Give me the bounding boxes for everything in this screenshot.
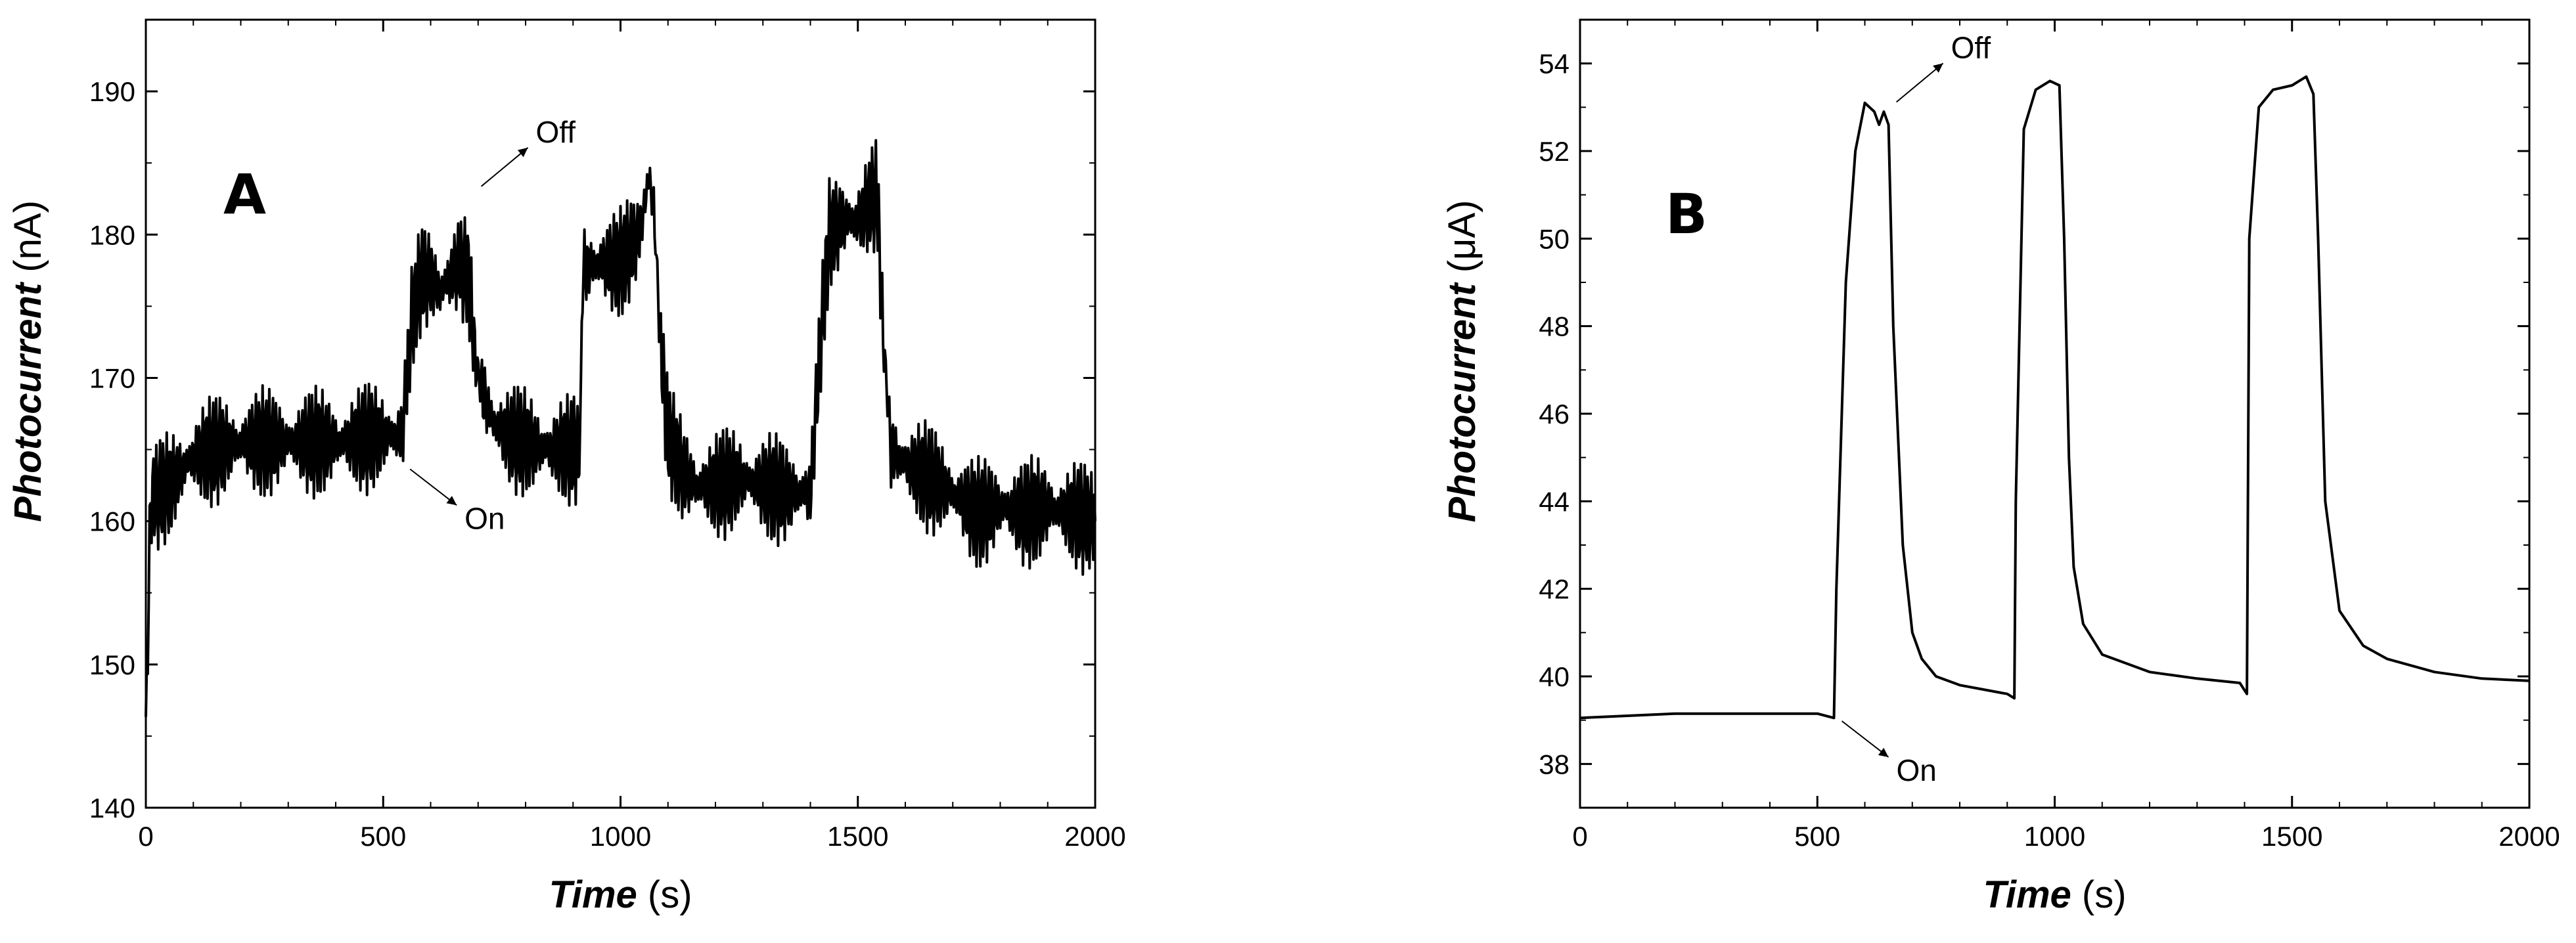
x-tick-label: 500 bbox=[360, 821, 406, 852]
x-axis-title-main: Time bbox=[1983, 873, 2071, 916]
plot-frame bbox=[1579, 18, 2531, 809]
annotation-arrow-line bbox=[409, 468, 457, 506]
y-tick-label: 180 bbox=[89, 219, 135, 250]
x-axis-title-main: Time bbox=[549, 873, 637, 916]
annotation-off: Off bbox=[1951, 30, 1991, 64]
photocurrent-series-line bbox=[1579, 75, 2530, 720]
x-axis-title: Time (s) bbox=[549, 873, 692, 916]
x-axis-title: Time (s) bbox=[1983, 873, 2126, 916]
annotation-arrow-line bbox=[1895, 62, 1944, 103]
y-axis-title: Photocurrent (μA) bbox=[1441, 200, 1483, 523]
annotation-on: On bbox=[1897, 753, 1937, 787]
x-tick-label: 1500 bbox=[827, 821, 888, 852]
panel-label: B bbox=[1665, 182, 1707, 246]
x-tick-label: 1500 bbox=[2261, 821, 2322, 852]
annotation-off: Off bbox=[536, 115, 576, 149]
y-tick-label: 54 bbox=[1539, 49, 1570, 79]
plot-frame bbox=[145, 18, 1096, 809]
x-axis-title-unit: (s) bbox=[637, 873, 692, 916]
y-axis-title-main: Photocurrent bbox=[7, 281, 49, 522]
y-tick-label: 40 bbox=[1539, 661, 1570, 692]
x-axis-title-unit: (s) bbox=[2071, 873, 2127, 916]
x-tick-label: 0 bbox=[138, 821, 153, 852]
x-tick-label: 1000 bbox=[590, 821, 651, 852]
y-tick-label: 42 bbox=[1539, 574, 1570, 605]
y-tick-label: 48 bbox=[1539, 311, 1570, 342]
annotation-arrowhead bbox=[446, 496, 457, 506]
y-tick-label: 160 bbox=[89, 506, 135, 537]
y-tick-label: 38 bbox=[1539, 749, 1570, 779]
annotation-arrow-line bbox=[1841, 720, 1889, 758]
y-tick-label: 52 bbox=[1539, 136, 1570, 167]
x-tick-label: 2000 bbox=[1064, 821, 1125, 852]
y-tick-label: 44 bbox=[1539, 486, 1570, 517]
chart-panel-a: 0 500 1000 1500 2000 140 150 160 170 180 190 A Off On… bbox=[7, 18, 1126, 916]
x-tick-label: 0 bbox=[1572, 821, 1587, 852]
x-tick-label: 2000 bbox=[2498, 821, 2560, 852]
y-tick-label: 46 bbox=[1539, 399, 1570, 429]
annotation-arrowhead bbox=[1878, 747, 1889, 757]
photocurrent-series-line bbox=[145, 139, 1096, 717]
annotation-arrowhead bbox=[517, 147, 528, 158]
x-tick-label: 500 bbox=[1794, 821, 1840, 852]
y-axis-title-main: Photocurrent bbox=[1441, 282, 1483, 523]
x-tick-label: 1000 bbox=[2024, 821, 2085, 852]
chart-panel-b: 0 500 1000 1500 2000 38 40 42 44 46 48 50 52 54 B Off On… bbox=[1441, 18, 2560, 916]
y-axis-title-unit: (μA) bbox=[1441, 200, 1483, 284]
y-tick-label: 140 bbox=[89, 793, 135, 823]
annotation-on: On bbox=[464, 501, 505, 535]
y-tick-label: 50 bbox=[1539, 223, 1570, 254]
panel-label: A bbox=[223, 162, 266, 227]
y-tick-label: 170 bbox=[89, 362, 135, 393]
annotation-arrow-line bbox=[480, 147, 529, 187]
annotation-arrowhead bbox=[1933, 63, 1943, 73]
y-axis-title: Photocurrent (nA) bbox=[7, 200, 49, 522]
y-tick-label: 150 bbox=[89, 649, 135, 680]
y-tick-label: 190 bbox=[89, 76, 135, 107]
y-axis-title-unit: (nA) bbox=[7, 200, 49, 283]
